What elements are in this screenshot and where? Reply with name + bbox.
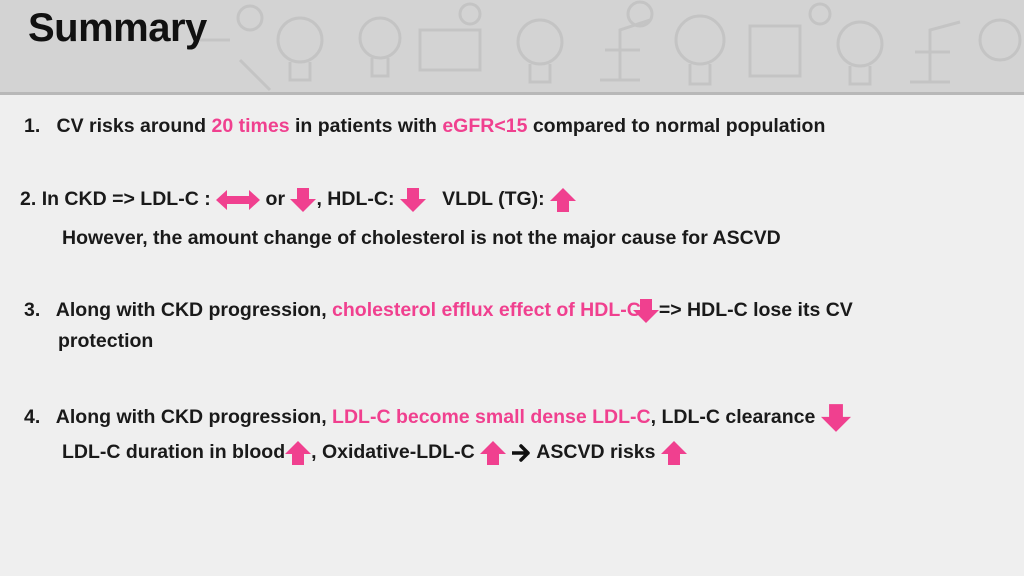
item-4-line2-text-c: ASCVD risks xyxy=(536,441,656,464)
item-4-number: 4. xyxy=(24,406,41,429)
down-arrow-icon xyxy=(632,299,659,323)
item-1-text-a: CV risks around xyxy=(56,115,212,137)
item-2-number: 2. xyxy=(20,188,37,211)
item-2-line-1: 2. In CKD => LDL-C : or , HDL-C: VLDL (T… xyxy=(20,188,577,212)
header-divider xyxy=(0,92,1024,95)
item-3-number: 3. xyxy=(24,299,41,322)
item-1-highlight-egfr: eGFR<15 xyxy=(442,115,528,137)
up-arrow-icon xyxy=(285,441,312,465)
right-arrow-icon xyxy=(511,444,532,462)
background-pattern xyxy=(200,0,1022,92)
down-arrow-icon xyxy=(290,188,317,212)
item-3-text-a: Along with CKD progression, xyxy=(55,299,333,322)
header-banner: Summary xyxy=(0,0,1024,92)
item-4-highlight-small-dense: LDL-C become small dense LDL-C xyxy=(332,406,651,429)
item-1-highlight-20-times: 20 times xyxy=(211,115,290,137)
item-2-text-d: VLDL (TG): xyxy=(442,188,545,211)
item-4-text-c: , LDL-C clearance xyxy=(650,406,816,429)
item-4-text-a: Along with CKD progression, xyxy=(55,406,333,429)
item-4-line-2: LDL-C duration in blood , Oxidative-LDL-… xyxy=(62,441,687,465)
item-1-text-c: in patients with xyxy=(289,115,443,137)
up-arrow-icon xyxy=(480,441,507,465)
double-arrow-icon xyxy=(216,190,261,210)
item-2-text-c: , HDL-C: xyxy=(316,188,395,211)
item-3-line-2: protection xyxy=(58,330,154,352)
item-1-number: 1. xyxy=(24,115,41,137)
item-3-highlight-efflux: cholesterol efflux effect of HDL-C xyxy=(332,299,641,322)
item-2-text-b: or xyxy=(260,188,291,211)
item-3-line-1: 3. Along with CKD progression, cholester… xyxy=(24,299,853,323)
item-4-line2-text-a: LDL-C duration in blood xyxy=(62,441,286,464)
item-1-line-1: 1. CV risks around 20 times in patients … xyxy=(24,115,825,138)
item-3-text-c: => HDL-C lose its CV xyxy=(658,299,853,322)
item-1-text-e: compared to normal population xyxy=(527,115,826,137)
down-arrow-icon xyxy=(820,404,851,432)
item-2-text-a: In CKD => LDL-C : xyxy=(41,188,211,211)
slide-title: Summary xyxy=(28,6,207,50)
up-arrow-icon xyxy=(550,188,577,212)
item-4-line-1: 4. Along with CKD progression, LDL-C bec… xyxy=(24,404,851,432)
item-2-line-2: However, the amount change of cholestero… xyxy=(62,227,781,249)
down-arrow-icon xyxy=(399,188,426,212)
up-arrow-icon xyxy=(660,441,687,465)
item-4-line2-text-b: , Oxidative-LDL-C xyxy=(311,441,475,464)
